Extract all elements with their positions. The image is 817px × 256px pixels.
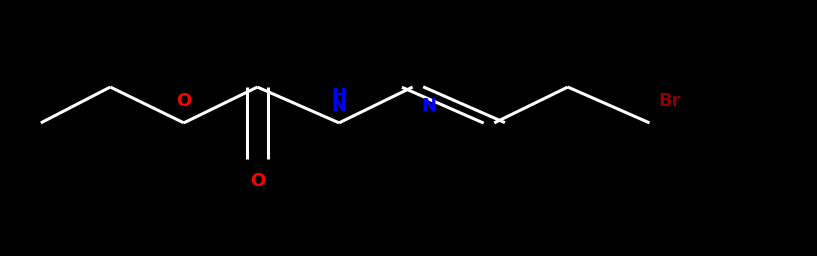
Text: O: O (250, 172, 265, 189)
Text: H: H (332, 87, 346, 105)
Text: Br: Br (659, 92, 681, 110)
Text: O: O (176, 92, 191, 110)
Text: N: N (332, 97, 346, 115)
Text: N: N (422, 97, 436, 115)
